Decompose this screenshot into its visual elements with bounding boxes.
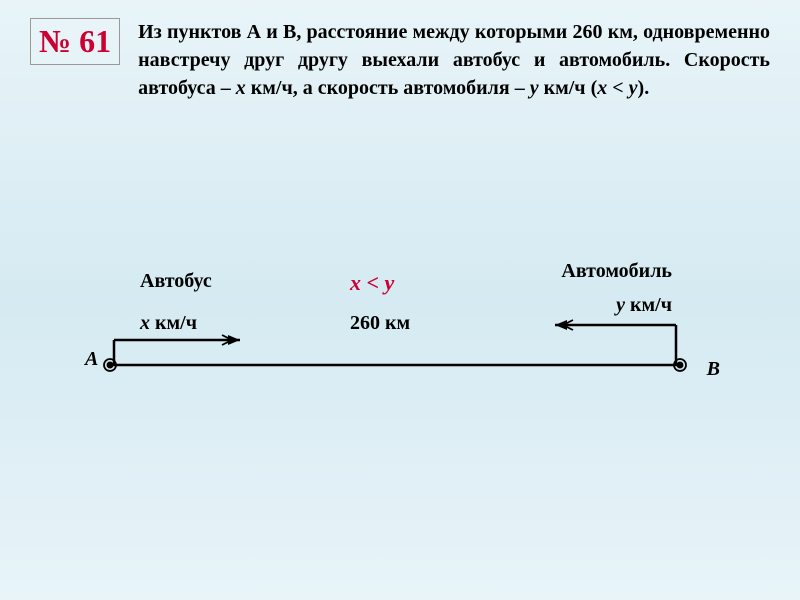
point-a-label: А (85, 348, 98, 371)
problem-number: № 61 (30, 18, 120, 65)
problem-text-p3: км/ч ( (539, 77, 598, 99)
var-y: y (530, 77, 539, 99)
point-b-label: В (707, 358, 720, 381)
problem-text-p4: ). (638, 77, 650, 99)
var-x: x (236, 77, 246, 99)
problem-text-p2: км/ч, а скорость автомобиля – (246, 77, 530, 99)
diagram-svg (100, 285, 700, 385)
diagram: Автобус Автомобиль x < y x км/ч y км/ч 2… (100, 270, 700, 470)
inequality-inline: x < y (597, 77, 637, 99)
problem-text: Из пунктов А и В, расстояние между котор… (138, 18, 770, 102)
car-label: Автомобиль (561, 260, 672, 283)
